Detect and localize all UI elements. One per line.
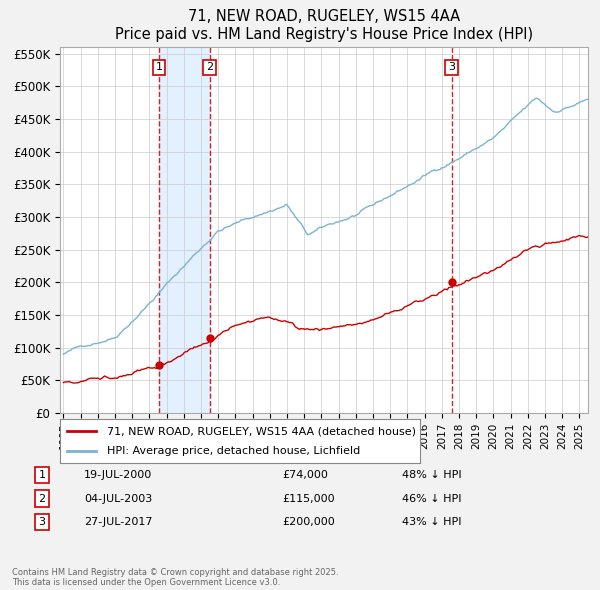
Text: £115,000: £115,000 xyxy=(282,494,335,503)
Text: £200,000: £200,000 xyxy=(282,517,335,527)
Text: 1: 1 xyxy=(155,63,163,73)
Text: 1: 1 xyxy=(38,470,46,480)
Text: 04-JUL-2003: 04-JUL-2003 xyxy=(84,494,152,503)
Text: 19-JUL-2000: 19-JUL-2000 xyxy=(84,470,152,480)
Text: Contains HM Land Registry data © Crown copyright and database right 2025.
This d: Contains HM Land Registry data © Crown c… xyxy=(12,568,338,587)
Bar xyxy=(159,47,210,413)
Text: 48% ↓ HPI: 48% ↓ HPI xyxy=(402,470,461,480)
Text: 71, NEW ROAD, RUGELEY, WS15 4AA (detached house): 71, NEW ROAD, RUGELEY, WS15 4AA (detache… xyxy=(107,427,416,436)
Title: 71, NEW ROAD, RUGELEY, WS15 4AA
Price paid vs. HM Land Registry's House Price In: 71, NEW ROAD, RUGELEY, WS15 4AA Price pa… xyxy=(115,9,533,42)
Text: 3: 3 xyxy=(448,63,455,73)
Text: £74,000: £74,000 xyxy=(282,470,328,480)
Text: HPI: Average price, detached house, Lichfield: HPI: Average price, detached house, Lich… xyxy=(107,446,360,455)
Text: 43% ↓ HPI: 43% ↓ HPI xyxy=(402,517,461,527)
Text: 27-JUL-2017: 27-JUL-2017 xyxy=(84,517,152,527)
Text: 2: 2 xyxy=(38,494,46,503)
Text: 46% ↓ HPI: 46% ↓ HPI xyxy=(402,494,461,503)
Text: 3: 3 xyxy=(38,517,46,527)
Text: 2: 2 xyxy=(206,63,214,73)
